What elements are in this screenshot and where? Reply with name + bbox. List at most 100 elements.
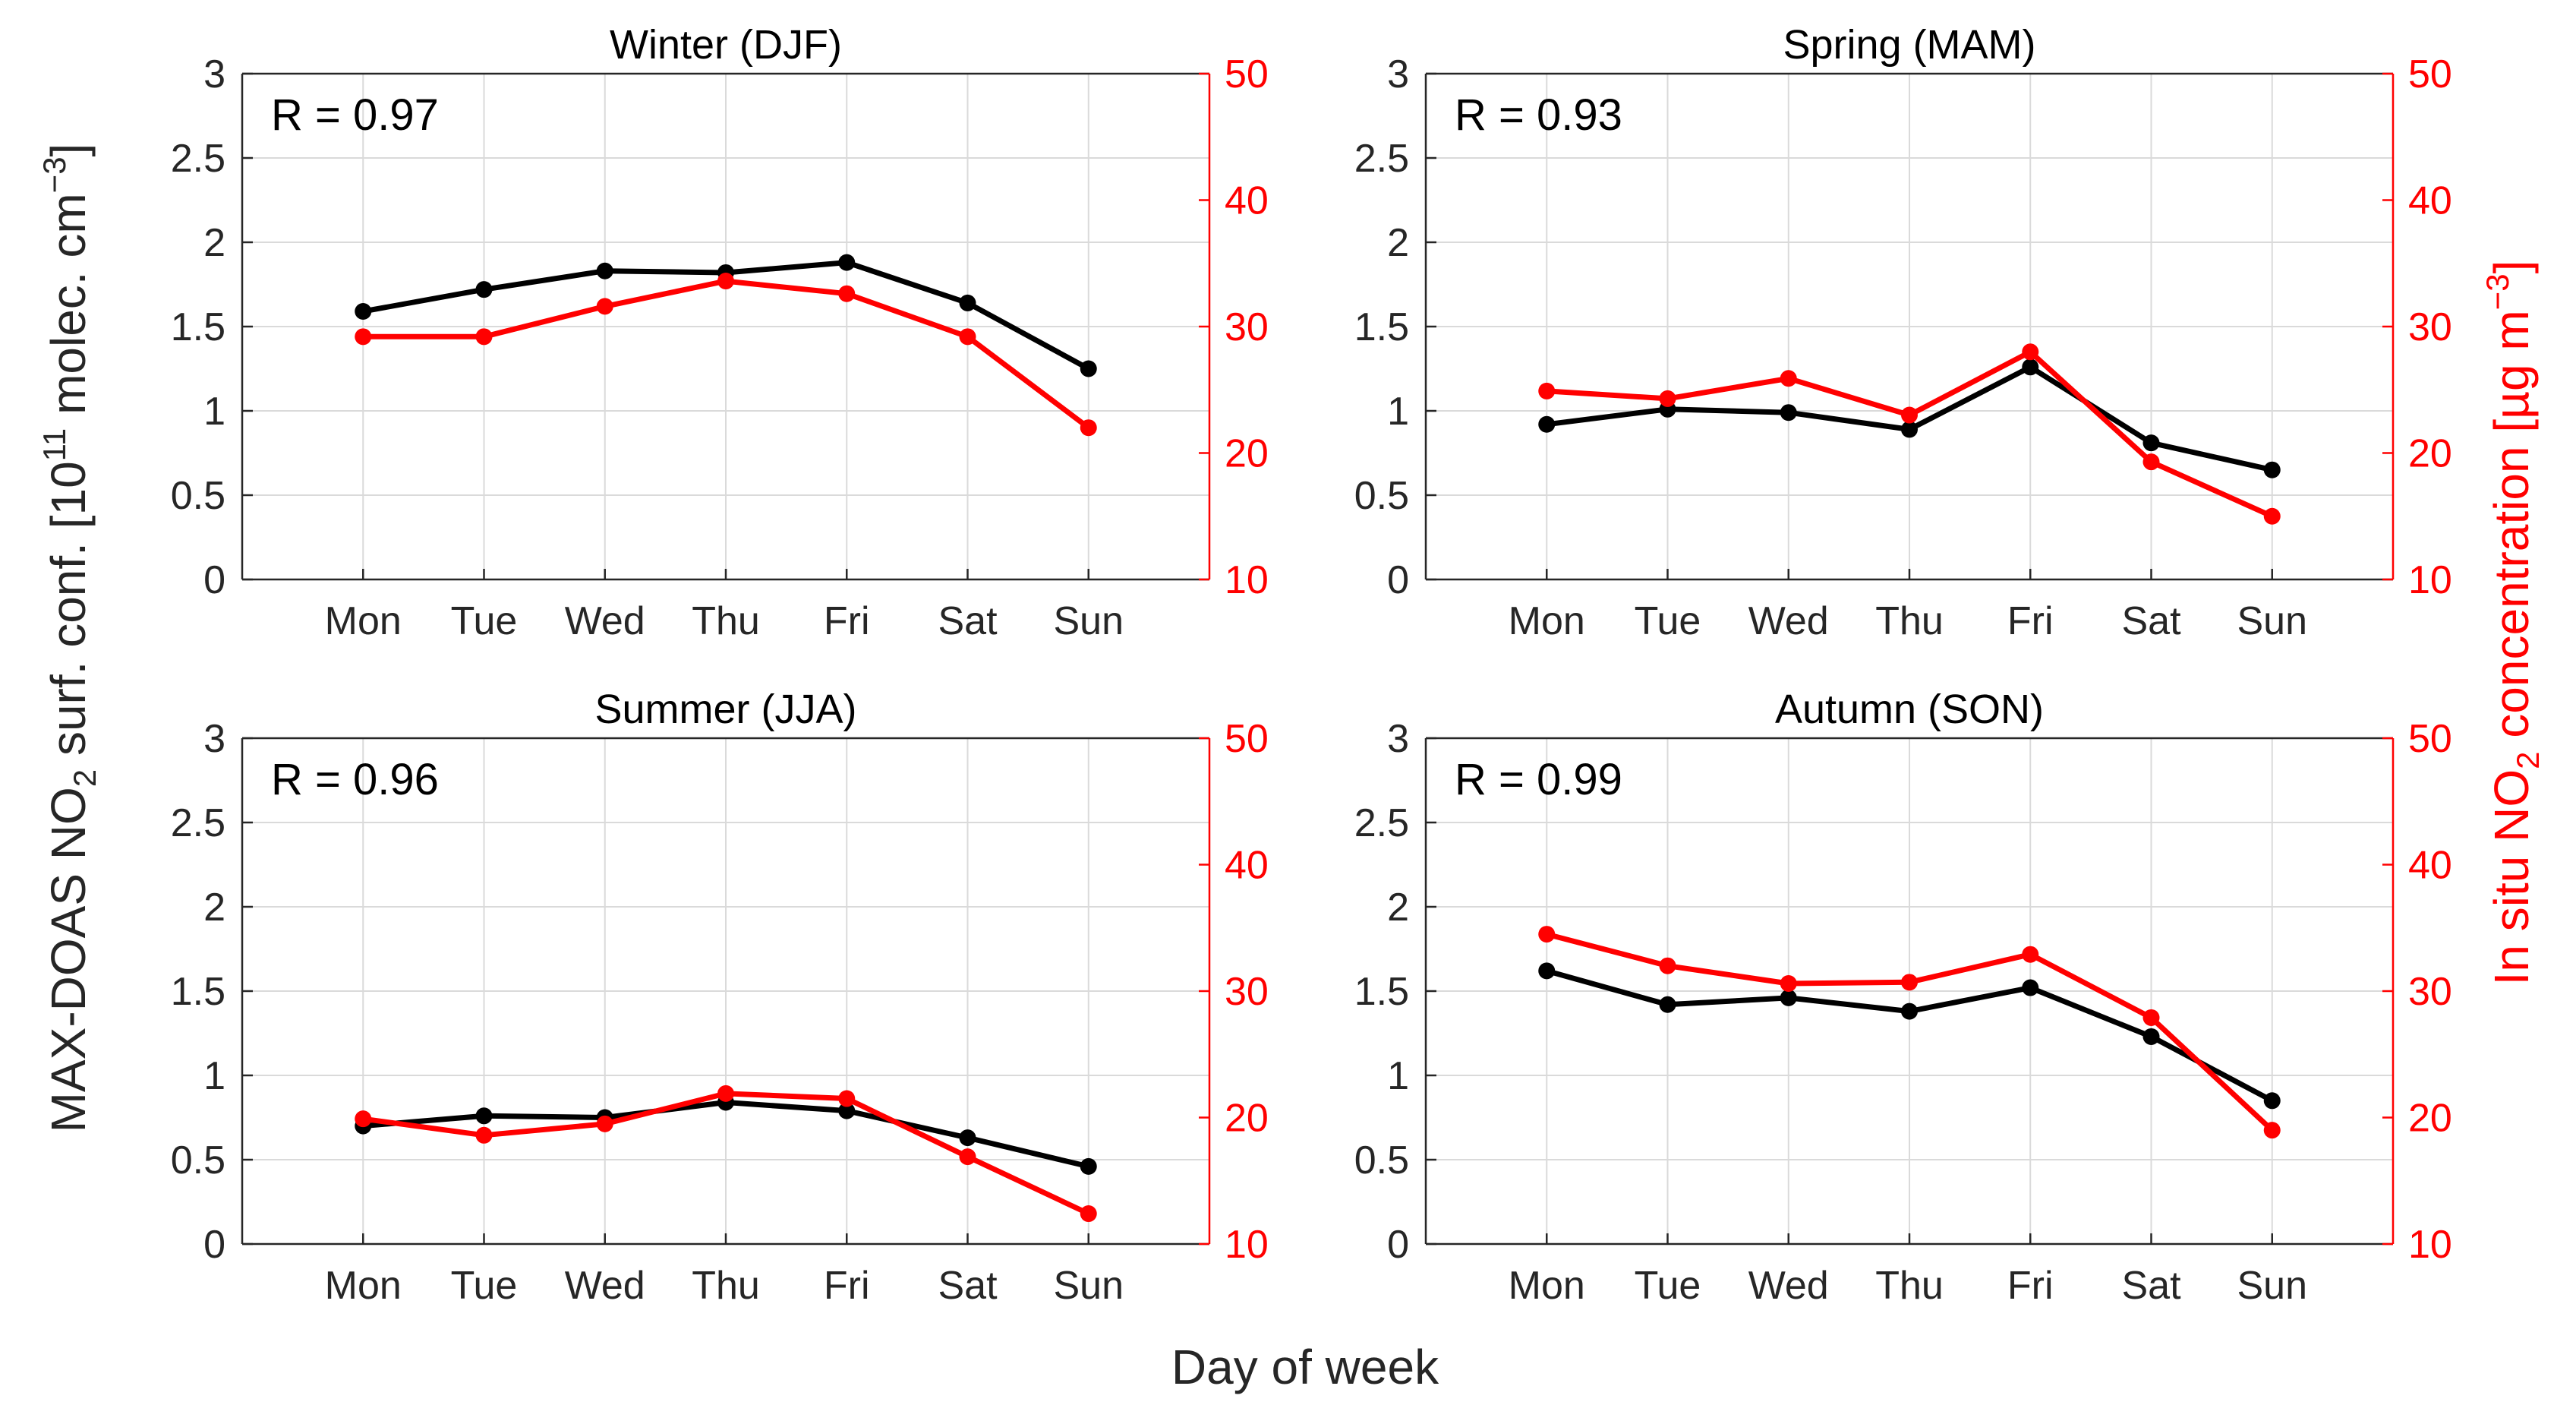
maxdoas-point <box>838 1102 856 1119</box>
insitu-point <box>1080 419 1097 437</box>
left-tick-label: 0.5 <box>1354 474 1409 518</box>
insitu-point <box>1080 1205 1097 1223</box>
right-tick-label: 50 <box>1225 52 1269 96</box>
left-tick-label: 1 <box>203 390 225 434</box>
x-tick-label: Thu <box>692 599 760 643</box>
insitu-point <box>959 1148 976 1166</box>
left-tick-label: 2 <box>1387 221 1409 265</box>
left-y-axis-label: MAX-DOAS NO2 surf. conf. [1011 molec. cm… <box>36 144 102 1133</box>
ylabel-right-part: ] <box>2484 260 2539 274</box>
x-tick-label: Sun <box>2237 1264 2307 1308</box>
x-tick-label: Wed <box>1748 1264 1829 1308</box>
x-tick-label: Tue <box>451 599 518 643</box>
x-tick-label: Mon <box>325 599 402 643</box>
x-tick-label: Wed <box>1748 599 1829 643</box>
left-tick-label: 0.5 <box>1354 1138 1409 1182</box>
maxdoas-point <box>355 303 372 320</box>
x-tick-label: Fri <box>824 1264 870 1308</box>
right-tick-label: 20 <box>2408 432 2452 476</box>
x-tick-label: Sun <box>1053 1264 1124 1308</box>
insitu-point <box>596 1115 613 1132</box>
left-tick-label: 0.5 <box>171 1138 225 1182</box>
insitu-point <box>1538 382 1556 399</box>
insitu-point <box>838 1090 856 1107</box>
insitu-point <box>2022 946 2039 963</box>
right-tick-label: 50 <box>2408 52 2452 96</box>
x-tick-label: Thu <box>692 1264 760 1308</box>
insitu-point <box>2142 453 2160 471</box>
insitu-point <box>1901 406 1918 424</box>
x-tick-label: Fri <box>2007 1264 2054 1308</box>
correlation-label: R = 0.96 <box>271 755 439 804</box>
left-tick-label: 1 <box>1387 390 1409 434</box>
left-tick-label: 1.5 <box>1354 305 1409 349</box>
insitu-point <box>717 1085 734 1102</box>
insitu-point <box>959 328 976 346</box>
maxdoas-point <box>1659 996 1676 1013</box>
maxdoas-point <box>959 1129 976 1147</box>
panel-title: Autumn (SON) <box>1775 687 2044 732</box>
x-tick-label: Fri <box>2007 599 2054 643</box>
insitu-point <box>2142 1009 2160 1026</box>
left-tick-label: 0 <box>203 1223 225 1267</box>
left-tick-label: 2.5 <box>1354 137 1409 181</box>
panel-2: 0 0.5 1 1.5 2 2.5 3 10 20 30 40 50 Mon Tue Wed Thu Fri Sa… <box>1354 22 2452 643</box>
x-tick-label: Thu <box>1875 1264 1944 1308</box>
maxdoas-point <box>1538 415 1556 433</box>
maxdoas-point <box>596 262 613 279</box>
x-tick-label: Mon <box>1509 1264 1585 1308</box>
maxdoas-point <box>1080 360 1097 377</box>
ylabel-left-part: MAX-DOAS NO <box>41 787 96 1132</box>
correlation-label: R = 0.99 <box>1455 755 1622 804</box>
left-tick-label: 3 <box>1387 717 1409 761</box>
insitu-point <box>2263 507 2281 525</box>
left-tick-label: 0 <box>203 558 225 602</box>
x-tick-label: Sun <box>1053 599 1124 643</box>
insitu-point <box>2022 343 2039 361</box>
maxdoas-point <box>1901 421 1918 438</box>
insitu-point <box>1780 370 1797 387</box>
maxdoas-point <box>1080 1157 1097 1175</box>
x-tick-label: Tue <box>451 1264 518 1308</box>
insitu-point <box>1659 957 1676 974</box>
maxdoas-point <box>838 254 856 271</box>
x-tick-label: Sat <box>2121 599 2181 643</box>
right-tick-label: 10 <box>2408 558 2452 602</box>
ylabel-left-part: molec. cm <box>41 193 96 428</box>
panel-3: 0 0.5 1 1.5 2 2.5 3 10 20 30 40 50 Mon Tue Wed Thu Fri Sa… <box>171 687 1269 1308</box>
right-tick-label: 30 <box>1225 970 1269 1014</box>
left-tick-label: 2 <box>1387 886 1409 930</box>
ylabel-right-part: In situ NO <box>2484 769 2539 986</box>
left-tick-label: 0 <box>1387 558 1409 602</box>
insitu-point <box>596 298 613 315</box>
right-tick-label: 50 <box>2408 717 2452 761</box>
right-tick-label: 30 <box>1225 305 1269 349</box>
maxdoas-point <box>2022 979 2039 996</box>
right-tick-label: 40 <box>2408 179 2452 223</box>
x-tick-label: Sat <box>938 1264 998 1308</box>
right-y-axis-label: In situ NO2 concentration [µg m−3] <box>2480 260 2546 986</box>
x-tick-label: Sun <box>2237 599 2307 643</box>
right-tick-label: 40 <box>1225 179 1269 223</box>
panel-1: 0 0.5 1 1.5 2 2.5 3 10 20 30 40 50 Mon Tue Wed Thu Fri Sa… <box>171 22 1269 643</box>
x-tick-label: Tue <box>1635 599 1701 643</box>
x-tick-label: Mon <box>1509 599 1585 643</box>
insitu-point <box>838 285 856 302</box>
ylabel-right-superscript: −3 <box>2480 273 2515 310</box>
x-tick-label: Tue <box>1635 1264 1701 1308</box>
maxdoas-point <box>475 281 493 298</box>
left-tick-label: 2 <box>203 221 225 265</box>
maxdoas-point <box>2263 1092 2281 1110</box>
x-axis-label: Day of week <box>1171 1340 1439 1394</box>
insitu-point <box>1780 975 1797 993</box>
right-tick-label: 30 <box>2408 970 2452 1014</box>
x-tick-label: Wed <box>565 599 645 643</box>
ylabel-right-subscript: 2 <box>2510 751 2546 769</box>
insitu-point <box>475 1126 493 1144</box>
right-tick-label: 20 <box>1225 432 1269 476</box>
right-tick-label: 10 <box>1225 1223 1269 1267</box>
right-tick-label: 10 <box>2408 1223 2452 1267</box>
left-tick-label: 0.5 <box>171 474 225 518</box>
right-tick-label: 30 <box>2408 305 2452 349</box>
